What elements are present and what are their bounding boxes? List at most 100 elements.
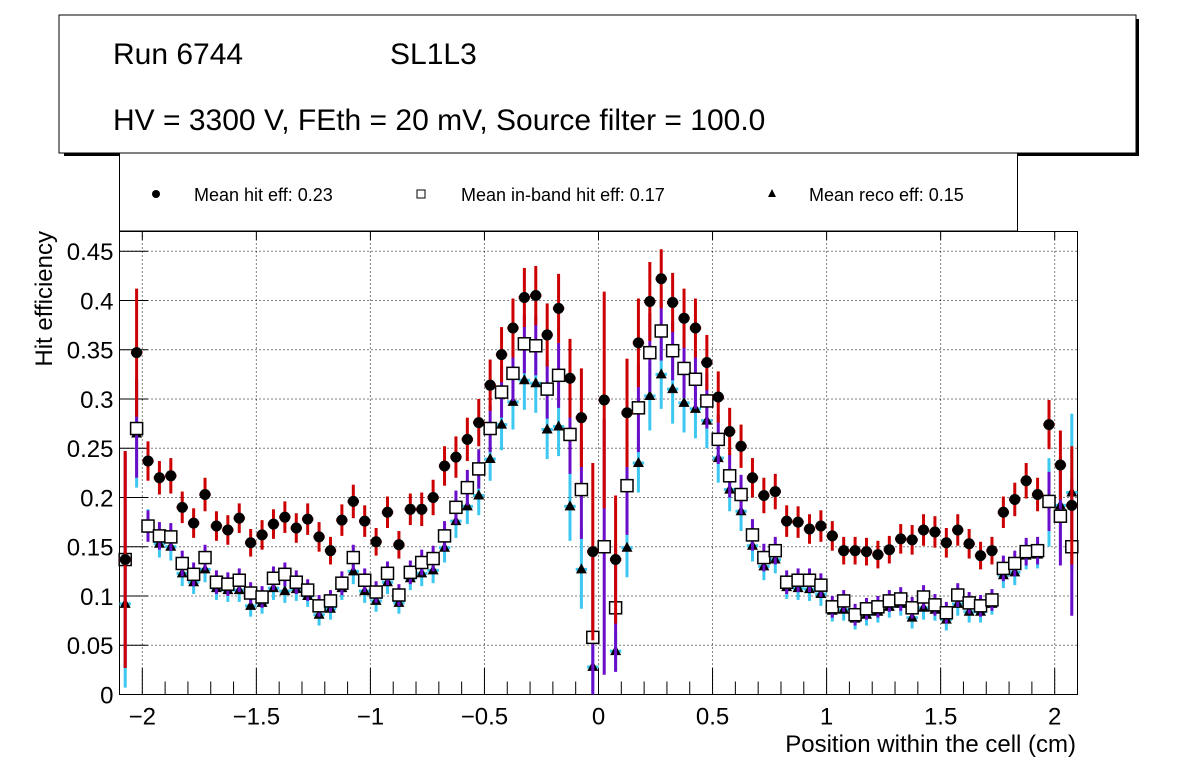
data-point-inband xyxy=(426,551,440,566)
plot-frame xyxy=(119,231,1078,695)
data-point-hit xyxy=(267,518,279,530)
data-point-inband xyxy=(300,583,315,597)
data-point-hit xyxy=(963,538,975,550)
data-point-hit xyxy=(735,440,747,452)
data-point-hit xyxy=(883,544,895,556)
legend-marker-triangle-icon xyxy=(768,189,776,197)
data-point-inband xyxy=(414,555,429,570)
data-point-inband xyxy=(802,573,817,587)
data-point-inband xyxy=(665,343,680,358)
data-point-hit xyxy=(610,554,622,566)
layer-label: SL1L3 xyxy=(390,38,477,71)
data-point-hit xyxy=(507,322,519,334)
data-point-inband xyxy=(814,578,828,592)
data-point-hit xyxy=(952,524,964,536)
data-point-hit xyxy=(496,349,508,361)
data-point-inband xyxy=(221,577,235,591)
data-point-hit xyxy=(347,495,359,507)
data-point-hit xyxy=(199,489,211,501)
data-point-hit xyxy=(530,290,542,302)
data-point-inband xyxy=(631,401,646,415)
y-tick-label: 0 xyxy=(100,683,113,710)
data-point-hit xyxy=(838,545,850,557)
data-point-hit xyxy=(724,425,736,437)
y-tick-label: 0.45 xyxy=(67,239,114,266)
data-point-inband xyxy=(529,339,543,353)
data-point-inband xyxy=(791,573,805,587)
x-axis-title: Position within the cell (cm) xyxy=(785,731,1076,758)
data-point-inband xyxy=(437,529,452,543)
data-point-hit xyxy=(667,296,679,308)
data-point-inband xyxy=(266,571,281,586)
data-series xyxy=(118,249,1079,695)
legend-box xyxy=(119,152,1018,232)
data-point-hit xyxy=(518,292,530,304)
data-point-inband xyxy=(620,478,634,493)
data-point-inband xyxy=(768,543,783,558)
data-point-hit xyxy=(712,391,724,403)
data-point-reco xyxy=(564,500,576,511)
data-point-hit xyxy=(302,513,314,525)
data-point-hit xyxy=(461,433,473,445)
data-point-hit xyxy=(131,347,143,359)
data-point-inband xyxy=(494,385,509,399)
data-point-hit xyxy=(689,322,701,334)
data-point-hit xyxy=(382,506,394,518)
data-point-inband xyxy=(186,567,201,582)
data-point-hit xyxy=(427,491,439,503)
data-point-inband xyxy=(255,590,269,604)
data-point-inband xyxy=(460,480,475,495)
data-point-inband xyxy=(278,567,292,582)
data-point-inband xyxy=(700,394,714,408)
data-point-hit xyxy=(256,529,268,541)
legend-label-reco: Mean reco eff: 0.15 xyxy=(809,185,964,205)
data-point-hit xyxy=(655,273,667,285)
data-point-hit xyxy=(621,407,633,419)
data-point-inband xyxy=(369,585,383,599)
data-point-inband xyxy=(1008,556,1022,571)
data-point-inband xyxy=(928,598,942,612)
data-point-reco xyxy=(541,423,553,434)
data-point-inband xyxy=(1019,544,1033,559)
data-point-hit xyxy=(153,472,165,484)
data-point-hit xyxy=(701,357,713,369)
data-point-inband xyxy=(517,337,532,351)
data-point-hit xyxy=(678,312,690,324)
data-point-hit xyxy=(484,379,496,391)
data-point-inband xyxy=(848,607,862,622)
data-point-inband xyxy=(403,565,418,580)
data-point-inband xyxy=(939,605,954,620)
data-point-inband xyxy=(449,500,463,515)
y-tick-label: 0.2 xyxy=(80,485,113,512)
data-point-hit xyxy=(290,522,302,534)
data-point-hit xyxy=(598,394,610,406)
data-point-hit xyxy=(849,545,861,557)
data-point-inband xyxy=(836,594,851,608)
data-point-hit xyxy=(279,511,291,523)
data-point-hit xyxy=(393,539,405,551)
data-point-hit xyxy=(861,546,873,558)
y-tick-label: 0.3 xyxy=(80,387,113,414)
y-tick-label: 0.35 xyxy=(67,338,114,365)
data-point-reco xyxy=(484,453,496,464)
data-point-hit xyxy=(336,514,348,526)
data-point-inband xyxy=(551,368,566,383)
data-point-inband xyxy=(129,421,144,436)
y-tick-label: 0.1 xyxy=(80,584,113,611)
data-point-hit xyxy=(872,549,884,561)
y-tick-label: 0.4 xyxy=(80,288,113,315)
legend-label-inband: Mean in-band hit eff: 0.17 xyxy=(461,185,665,205)
data-point-hit xyxy=(769,486,781,498)
data-point-inband xyxy=(346,550,361,565)
data-point-hit xyxy=(781,515,793,527)
x-tick-label: 0 xyxy=(592,704,605,731)
data-point-inband xyxy=(141,519,155,533)
data-point-hit xyxy=(359,515,371,527)
data-point-hit xyxy=(1054,459,1066,471)
y-tick-labels: 0 0.05 0.1 0.15 0.2 0.25 0.3 0.35 0.4 0.45 xyxy=(67,239,114,709)
data-point-inband xyxy=(164,530,178,544)
legend-entry-hit: Mean hit eff: 0.23 xyxy=(152,185,333,205)
data-point-hit xyxy=(165,470,177,482)
data-point-hit xyxy=(564,372,576,384)
data-point-inband xyxy=(563,427,577,442)
